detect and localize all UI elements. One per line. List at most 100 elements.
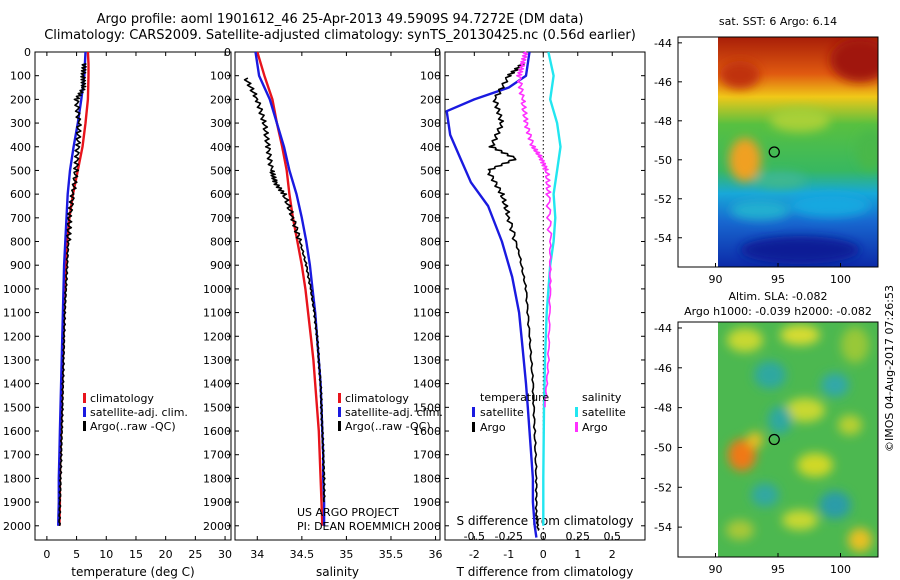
y-tick-label: 900 <box>420 259 441 272</box>
y-tick-label: 1700 <box>3 449 31 462</box>
x-tick-label: 34.5 <box>290 548 315 561</box>
y-tick-label: 200 <box>10 93 31 106</box>
legend-swatch <box>338 393 341 403</box>
map-y-tick-label: -54 <box>654 232 672 245</box>
y-tick-label: 300 <box>10 117 31 130</box>
y-tick-label: 1600 <box>203 425 231 438</box>
x-tick-label: 30 <box>218 548 232 561</box>
x-tick-label: 36 <box>429 548 443 561</box>
y-tick-label: 1200 <box>413 330 441 343</box>
difference-series-temperature-argo <box>487 63 540 531</box>
y-tick-label: 900 <box>210 259 231 272</box>
y-tick-label: 0 <box>434 46 441 59</box>
x-tick-label: 0 <box>43 548 50 561</box>
y-tick-label: 500 <box>210 164 231 177</box>
x-tick-label: 2 <box>609 548 616 561</box>
figure-title-line1: Argo profile: aoml 1901612_46 25-Apr-201… <box>96 12 584 27</box>
y-tick-label: 800 <box>210 236 231 249</box>
y-tick-label: 1100 <box>203 307 231 320</box>
y-tick-label: 1000 <box>413 283 441 296</box>
copyright-text: ©IMOS 04-Aug-2017 07:26:53 <box>883 285 896 452</box>
map-y-tick-label: -46 <box>654 362 672 375</box>
y-tick-label: 2000 <box>3 520 31 533</box>
map-y-tick-label: -52 <box>654 193 672 206</box>
difference-series-temperature-satellite <box>445 51 538 538</box>
legend-label: Argo <box>480 421 506 434</box>
legend-swatch <box>575 407 578 417</box>
x-tick-label: 25 <box>188 548 202 561</box>
map-y-tick-label: -44 <box>654 37 672 50</box>
y-tick-label: 1400 <box>203 378 231 391</box>
y-tick-label: 600 <box>210 188 231 201</box>
s-tick-label: -0.5 <box>464 530 485 543</box>
s-tick-label: 0.25 <box>566 530 591 543</box>
legend-label: Argo(..raw -QC) <box>345 420 431 433</box>
y-tick-label: 1000 <box>3 283 31 296</box>
y-tick-label: 1200 <box>3 330 31 343</box>
y-tick-label: 400 <box>420 141 441 154</box>
y-tick-label: 1800 <box>413 472 441 485</box>
legend-label: climatology <box>345 392 409 405</box>
legend-swatch <box>83 407 86 417</box>
x-tick-label: 5 <box>73 548 80 561</box>
difference-panel: 0100200300400500600700800900100011001200… <box>413 46 646 579</box>
sla-argo-marker <box>768 433 780 446</box>
y-tick-label: 100 <box>10 70 31 83</box>
y-tick-label: 1700 <box>203 449 231 462</box>
difference-series-salinity-argo <box>516 51 553 408</box>
y-tick-label: 2000 <box>413 520 441 533</box>
difference-plot-frame <box>444 51 646 541</box>
sla-map-image <box>718 322 878 557</box>
sla-map-subtitle: Argo h1000: -0.039 h2000: -0.082 <box>684 305 872 318</box>
sst-map: sat. SST: 6 Argo: 6.14 -44 -46 -48 -50 -52 -5… <box>654 15 879 286</box>
x-tick-label: 35 <box>339 548 353 561</box>
map-x-tick-label: 90 <box>709 563 723 576</box>
y-tick-label: 1100 <box>413 307 441 320</box>
legend-label: satellite <box>480 406 524 419</box>
map-x-tick-label: 100 <box>830 563 851 576</box>
y-tick-label: 1300 <box>3 354 31 367</box>
map-y-tick-label: -50 <box>654 154 672 167</box>
y-tick-label: 700 <box>210 212 231 225</box>
map-x-tick-label: 95 <box>771 273 785 286</box>
sst-map-title: sat. SST: 6 Argo: 6.14 <box>719 15 837 28</box>
legend-swatch <box>472 407 475 417</box>
y-tick-label: 1900 <box>203 496 231 509</box>
temperature-series-argo-raw-qc- <box>58 63 87 527</box>
sla-map: Altim. SLA: -0.082 Argo h1000: -0.039 h2… <box>654 290 879 576</box>
legend-label: climatology <box>90 392 154 405</box>
figure-title-line2: Climatology: CARS2009. Satellite-adjuste… <box>44 28 636 43</box>
sst-map-image <box>718 37 878 267</box>
s-tick-label: -0.25 <box>495 530 523 543</box>
y-tick-label: 300 <box>210 117 231 130</box>
temperature-series-satellite-adj-clim- <box>57 51 87 526</box>
temperature-xlabel: temperature (deg C) <box>71 565 194 579</box>
x-tick-label: 34 <box>250 548 264 561</box>
salinity-xlabel: salinity <box>316 565 359 579</box>
legend-label: satellite-adj. clim. <box>90 406 188 419</box>
y-tick-label: 1500 <box>3 401 31 414</box>
legend-temperature-title: temperature <box>480 391 549 404</box>
sst-argo-marker <box>768 146 780 158</box>
y-tick-label: 500 <box>10 164 31 177</box>
y-tick-label: 1200 <box>203 330 231 343</box>
map-y-tick-label: -48 <box>654 402 672 415</box>
legend-swatch <box>83 421 86 431</box>
x-tick-label: 20 <box>159 548 173 561</box>
y-tick-label: 700 <box>420 212 441 225</box>
y-tick-label: 700 <box>10 212 31 225</box>
y-tick-label: 1000 <box>203 283 231 296</box>
salinity-plot-frame <box>234 51 441 541</box>
y-tick-label: 1500 <box>413 401 441 414</box>
temperature-panel: 0 100 200 300 400 500 600 700 800 900 1000 1100 1200… <box>3 46 232 579</box>
y-tick-label: 400 <box>10 141 31 154</box>
y-tick-label: 300 <box>420 117 441 130</box>
y-tick-label: 100 <box>210 70 231 83</box>
y-tick-label: 1700 <box>413 449 441 462</box>
map-y-tick-label: -54 <box>654 521 672 534</box>
legend-swatch <box>338 421 341 431</box>
map-x-tick-label: 100 <box>830 273 851 286</box>
difference-series-salinity-satellite <box>542 51 562 526</box>
legend-label: satellite-adj. clim. <box>345 406 443 419</box>
